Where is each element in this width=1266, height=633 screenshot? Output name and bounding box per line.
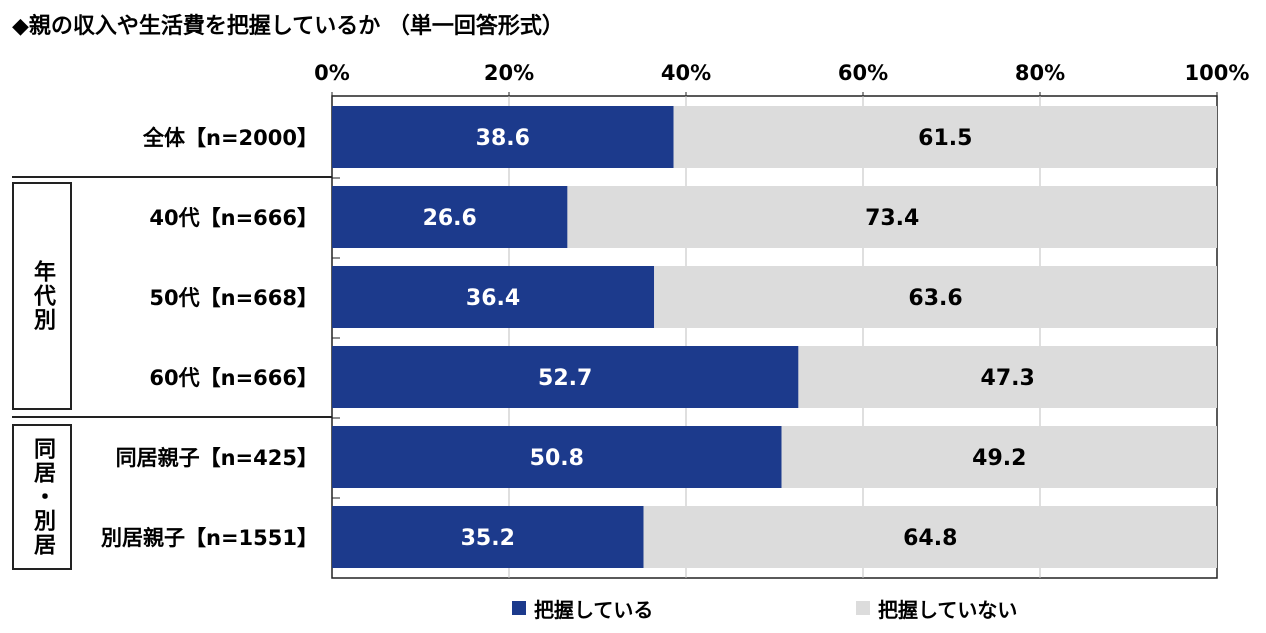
bar-unaware bbox=[567, 186, 1217, 248]
bar-aware bbox=[332, 106, 674, 168]
bar-aware bbox=[332, 346, 799, 408]
bar-aware bbox=[332, 426, 782, 488]
bar-aware bbox=[332, 266, 655, 328]
data-label: 47.3 bbox=[981, 366, 1035, 391]
x-tick-label: 80% bbox=[1015, 61, 1065, 85]
x-tick-label: 100% bbox=[1185, 61, 1250, 85]
bar-aware bbox=[332, 186, 568, 248]
legend-item-unaware: 把握していない bbox=[856, 594, 1017, 622]
x-tick-label: 60% bbox=[838, 61, 888, 85]
data-label: 61.5 bbox=[918, 126, 972, 151]
x-tick-label: 40% bbox=[661, 61, 711, 85]
plot-frame bbox=[331, 95, 1218, 579]
category-label: 同居親子【n=425】 bbox=[116, 446, 318, 470]
legend-swatch-aware bbox=[512, 601, 526, 615]
bar-unaware bbox=[643, 506, 1217, 568]
data-label: 64.8 bbox=[903, 526, 957, 551]
category-label: 50代【n=668】 bbox=[149, 286, 318, 310]
data-label: 73.4 bbox=[865, 206, 919, 231]
x-tick-label: 20% bbox=[484, 61, 534, 85]
data-label: 50.8 bbox=[530, 446, 584, 471]
category-label: 60代【n=666】 bbox=[149, 366, 318, 390]
bar-unaware bbox=[654, 266, 1217, 328]
legend-label-aware: 把握している bbox=[534, 597, 654, 622]
data-label: 38.6 bbox=[476, 126, 530, 151]
bar-unaware bbox=[673, 106, 1217, 168]
bar-aware bbox=[332, 506, 644, 568]
legend-swatch-unaware bbox=[856, 601, 870, 615]
bar-unaware bbox=[781, 426, 1217, 488]
group-box-residence: 同居・別居 bbox=[12, 424, 72, 570]
legend-label-unaware: 把握していない bbox=[878, 597, 1018, 622]
legend-item-aware: 把握している bbox=[512, 594, 653, 622]
data-label: 36.4 bbox=[466, 286, 520, 311]
data-label: 49.2 bbox=[972, 446, 1026, 471]
bar-unaware bbox=[798, 346, 1217, 408]
data-label: 63.6 bbox=[908, 286, 962, 311]
separator-line bbox=[12, 416, 332, 418]
separator-line bbox=[12, 176, 332, 178]
x-tick-label: 0% bbox=[314, 61, 350, 85]
category-label: 40代【n=666】 bbox=[149, 206, 318, 230]
category-label: 別居親子【n=1551】 bbox=[101, 526, 318, 550]
data-label: 26.6 bbox=[423, 206, 477, 231]
group-label-age: 年代別 bbox=[30, 260, 55, 332]
data-label: 52.7 bbox=[538, 366, 592, 391]
group-label-residence: 同居・別居 bbox=[30, 437, 55, 557]
category-label: 全体【n=2000】 bbox=[142, 126, 318, 150]
group-box-age: 年代別 bbox=[12, 182, 72, 410]
data-label: 35.2 bbox=[461, 526, 515, 551]
chart-title: ◆親の収入や生活費を把握しているか （単一回答形式） bbox=[12, 14, 564, 39]
